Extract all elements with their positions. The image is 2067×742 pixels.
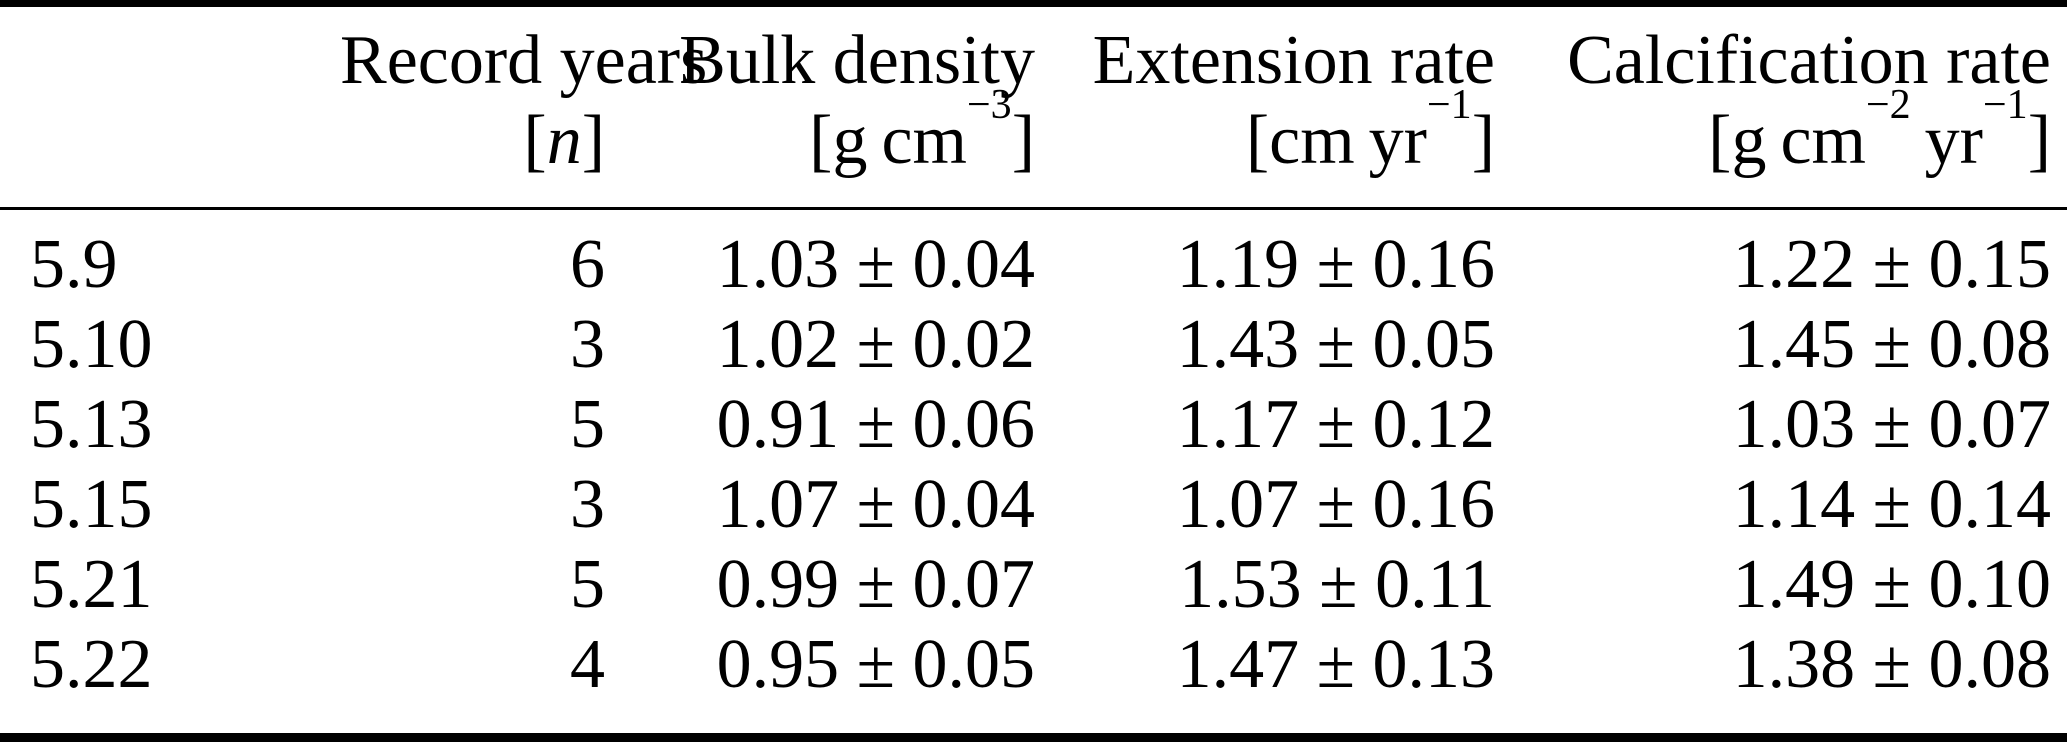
column-unit: [g cm−3]	[605, 84, 1035, 181]
unit-text: ]	[1471, 102, 1495, 179]
value-cell: 1.07 ± 0.04	[716, 466, 1035, 543]
value-cell: 1.53 ± 0.11	[1179, 546, 1495, 623]
column-unit: [g cm−2 yr−1]	[1495, 84, 2051, 181]
table-row: 5.21 5 0.99 ± 0.07 1.53 ± 0.11 1.49 ± 0.10	[0, 545, 2067, 625]
value-cell: 1.14 ± 0.14	[1732, 466, 2051, 543]
value-cell: 1.49 ± 0.10	[1732, 546, 2051, 623]
value-cell: 1.43 ± 0.05	[1176, 306, 1495, 383]
column-header-calcification-rate: Calcification rate [g cm−2 yr−1]	[1495, 7, 2067, 210]
sample-id-cell: 5.9	[30, 226, 118, 303]
table-row: 5.22 4 0.95 ± 0.05 1.47 ± 0.13 1.38 ± 0.08	[0, 625, 2067, 705]
table-row: 5.10 3 1.02 ± 0.02 1.43 ± 0.05 1.45 ± 0.08	[0, 305, 2067, 385]
unit-exponent: −1	[1427, 81, 1472, 128]
value-cell: 1.47 ± 0.13	[1176, 626, 1495, 703]
value-cell: 1.03 ± 0.04	[716, 226, 1035, 303]
unit-exponent: −2	[1865, 81, 1911, 128]
unit-text: ]	[1011, 102, 1035, 179]
table-top-rule	[0, 0, 2067, 7]
value-cell: 3	[570, 306, 605, 383]
value-cell: 1.45 ± 0.08	[1732, 306, 2051, 383]
column-header-bulk-density: Bulk density [g cm−3]	[605, 7, 1035, 210]
table-header: Record years [n] Bulk density [g cm−3] E…	[0, 7, 2067, 210]
unit-symbol: n	[546, 102, 582, 179]
table-row: 5.15 3 1.07 ± 0.04 1.07 ± 0.16 1.14 ± 0.14	[0, 465, 2067, 545]
column-unit: [cm yr−1]	[1035, 84, 1495, 181]
table-bottom-rule	[0, 733, 2067, 742]
value-cell: 5	[570, 386, 605, 463]
value-cell: 1.38 ± 0.08	[1732, 626, 2051, 703]
unit-text: [g cm	[809, 102, 967, 179]
column-header-extension-rate: Extension rate [cm yr−1]	[1035, 7, 1495, 210]
unit-text: [g cm	[1708, 102, 1866, 179]
value-cell: 5	[570, 546, 605, 623]
data-table: Record years [n] Bulk density [g cm−3] E…	[0, 7, 2067, 705]
value-cell: 1.17 ± 0.12	[1176, 386, 1495, 463]
unit-text: [	[523, 102, 547, 179]
table-row: 5.9 6 1.03 ± 0.04 1.19 ± 0.16 1.22 ± 0.15	[0, 209, 2067, 306]
value-cell: 0.95 ± 0.05	[716, 626, 1035, 703]
value-cell: 3	[570, 466, 605, 543]
header-row: Record years [n] Bulk density [g cm−3] E…	[0, 7, 2067, 210]
unit-exponent: −1	[1983, 81, 2028, 128]
column-header-sample	[0, 7, 340, 210]
value-cell: 4	[570, 626, 605, 703]
value-cell: 1.19 ± 0.16	[1176, 226, 1495, 303]
value-cell: 0.91 ± 0.06	[716, 386, 1035, 463]
column-title: Extension rate	[1092, 22, 1495, 99]
column-title: Calcification rate	[1567, 22, 2051, 99]
table-body: 5.9 6 1.03 ± 0.04 1.19 ± 0.16 1.22 ± 0.15 5.1…	[0, 209, 2067, 706]
value-cell: 0.99 ± 0.07	[716, 546, 1035, 623]
unit-text: ]	[581, 102, 605, 179]
column-title: Record years	[340, 22, 708, 99]
table-row: 5.13 5 0.91 ± 0.06 1.17 ± 0.12 1.03 ± 0.07	[0, 385, 2067, 465]
column-header-record-years: Record years [n]	[340, 7, 708, 210]
value-cell: 1.22 ± 0.15	[1732, 226, 2051, 303]
sample-id-cell: 5.15	[30, 466, 153, 543]
unit-text: [cm yr	[1245, 102, 1427, 179]
value-cell: 6	[570, 226, 605, 303]
column-unit: [n]	[340, 101, 605, 181]
sample-id-cell: 5.22	[30, 626, 153, 703]
value-cell: 1.03 ± 0.07	[1732, 386, 2051, 463]
sample-id-cell: 5.21	[30, 546, 153, 623]
value-cell: 1.02 ± 0.02	[716, 306, 1035, 383]
unit-text: ]	[2027, 102, 2051, 179]
column-title: Bulk density	[679, 22, 1035, 99]
sample-id-cell: 5.10	[30, 306, 153, 383]
value-cell: 1.07 ± 0.16	[1176, 466, 1495, 543]
unit-exponent: −3	[967, 81, 1012, 128]
sample-id-cell: 5.13	[30, 386, 153, 463]
unit-text: yr	[1910, 102, 1983, 179]
